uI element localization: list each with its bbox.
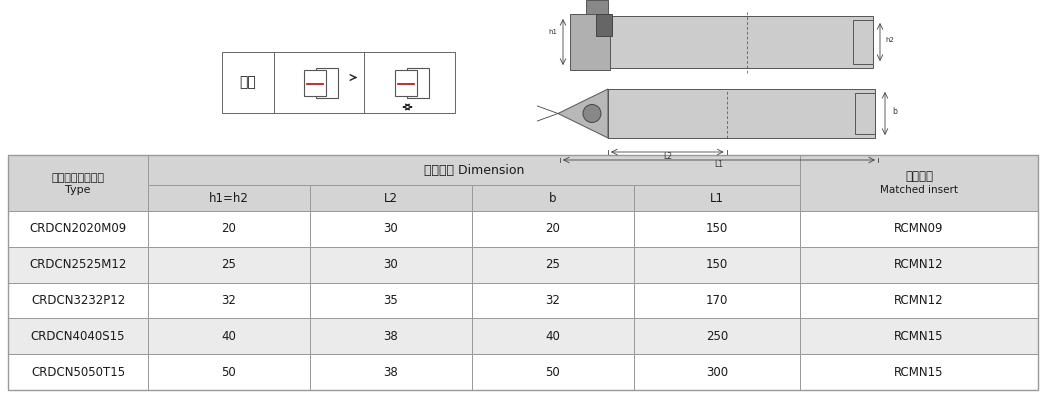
Text: 38: 38 (384, 330, 399, 343)
Text: 170: 170 (706, 294, 728, 307)
Text: h1: h1 (548, 29, 558, 35)
Bar (8, 247, 147, 283)
Text: 50: 50 (222, 366, 236, 379)
Polygon shape (558, 89, 608, 138)
Text: CRDCN4040S15: CRDCN4040S15 (30, 330, 126, 343)
Circle shape (583, 105, 601, 123)
Bar (570, 14, 610, 70)
Text: b: b (892, 106, 897, 115)
Text: 应用: 应用 (240, 76, 256, 90)
Text: L1: L1 (714, 160, 724, 169)
Bar (852, 20, 873, 64)
Bar (8, 155, 1038, 390)
Text: RCMN15: RCMN15 (894, 330, 943, 343)
Text: L1: L1 (710, 191, 724, 204)
Text: 型号（含左右手）: 型号（含左右手） (51, 173, 105, 183)
Bar (596, 16, 873, 68)
Text: L2: L2 (384, 191, 397, 204)
Text: 配套刀片: 配套刀片 (905, 171, 933, 184)
Text: Matched insert: Matched insert (880, 185, 958, 195)
Text: L2: L2 (663, 152, 672, 161)
Text: CRDCN2525M12: CRDCN2525M12 (29, 258, 127, 271)
Bar (800, 354, 1038, 390)
Bar (472, 211, 634, 247)
Bar (634, 318, 800, 354)
Text: 25: 25 (546, 258, 561, 271)
Text: 32: 32 (222, 294, 236, 307)
Bar (310, 211, 472, 247)
Text: 50: 50 (546, 366, 561, 379)
Bar (147, 354, 310, 390)
Bar (472, 354, 634, 390)
Bar (472, 247, 634, 283)
Text: 35: 35 (384, 294, 399, 307)
Bar (596, 14, 612, 36)
Bar (310, 318, 472, 354)
Text: 300: 300 (706, 366, 728, 379)
Text: 32: 32 (546, 294, 561, 307)
Bar (310, 247, 472, 283)
Bar (310, 283, 472, 318)
Bar (310, 354, 472, 390)
Text: 30: 30 (384, 222, 399, 236)
Bar (634, 247, 800, 283)
Bar (800, 247, 1038, 283)
Bar (634, 185, 800, 211)
Text: 150: 150 (706, 258, 728, 271)
Bar (310, 185, 472, 211)
Bar (147, 283, 310, 318)
Bar (407, 67, 429, 97)
Bar (634, 354, 800, 390)
Bar (222, 52, 455, 113)
Text: h2: h2 (886, 37, 894, 43)
Bar (634, 283, 800, 318)
Bar (394, 70, 416, 95)
Text: 150: 150 (706, 222, 728, 236)
Text: CRDCN3232P12: CRDCN3232P12 (31, 294, 126, 307)
Text: RCMN12: RCMN12 (894, 258, 943, 271)
Text: 20: 20 (222, 222, 236, 236)
Text: h1=h2: h1=h2 (209, 191, 249, 204)
Bar (800, 283, 1038, 318)
Text: RCMN12: RCMN12 (894, 294, 943, 307)
Text: CRDCN5050T15: CRDCN5050T15 (31, 366, 126, 379)
Text: b: b (549, 191, 556, 204)
Text: 30: 30 (384, 258, 399, 271)
Text: 40: 40 (222, 330, 236, 343)
Bar (634, 211, 800, 247)
Bar (147, 247, 310, 283)
Text: 40: 40 (546, 330, 561, 343)
Text: 25: 25 (222, 258, 236, 271)
Text: 38: 38 (384, 366, 399, 379)
Bar (472, 318, 634, 354)
Text: RCMN09: RCMN09 (894, 222, 943, 236)
Text: 20: 20 (546, 222, 561, 236)
Bar (586, 0, 608, 14)
Bar (8, 155, 147, 211)
Bar (147, 185, 310, 211)
Bar (8, 283, 147, 318)
Text: RCMN15: RCMN15 (894, 366, 943, 379)
Text: Type: Type (65, 185, 91, 195)
Bar (304, 70, 326, 95)
Bar (8, 318, 147, 354)
Bar (608, 89, 876, 138)
Bar (147, 211, 310, 247)
Bar (8, 354, 147, 390)
Bar (855, 93, 876, 134)
Bar (472, 283, 634, 318)
Text: CRDCN2020M09: CRDCN2020M09 (29, 222, 127, 236)
Bar (800, 211, 1038, 247)
Bar (8, 211, 147, 247)
Bar (316, 67, 338, 97)
Bar (472, 185, 634, 211)
Bar (147, 155, 800, 185)
Bar (800, 155, 1038, 211)
Bar (147, 318, 310, 354)
Text: 尺寸参数 Dimension: 尺寸参数 Dimension (424, 164, 524, 177)
Bar (800, 318, 1038, 354)
Text: 250: 250 (706, 330, 728, 343)
